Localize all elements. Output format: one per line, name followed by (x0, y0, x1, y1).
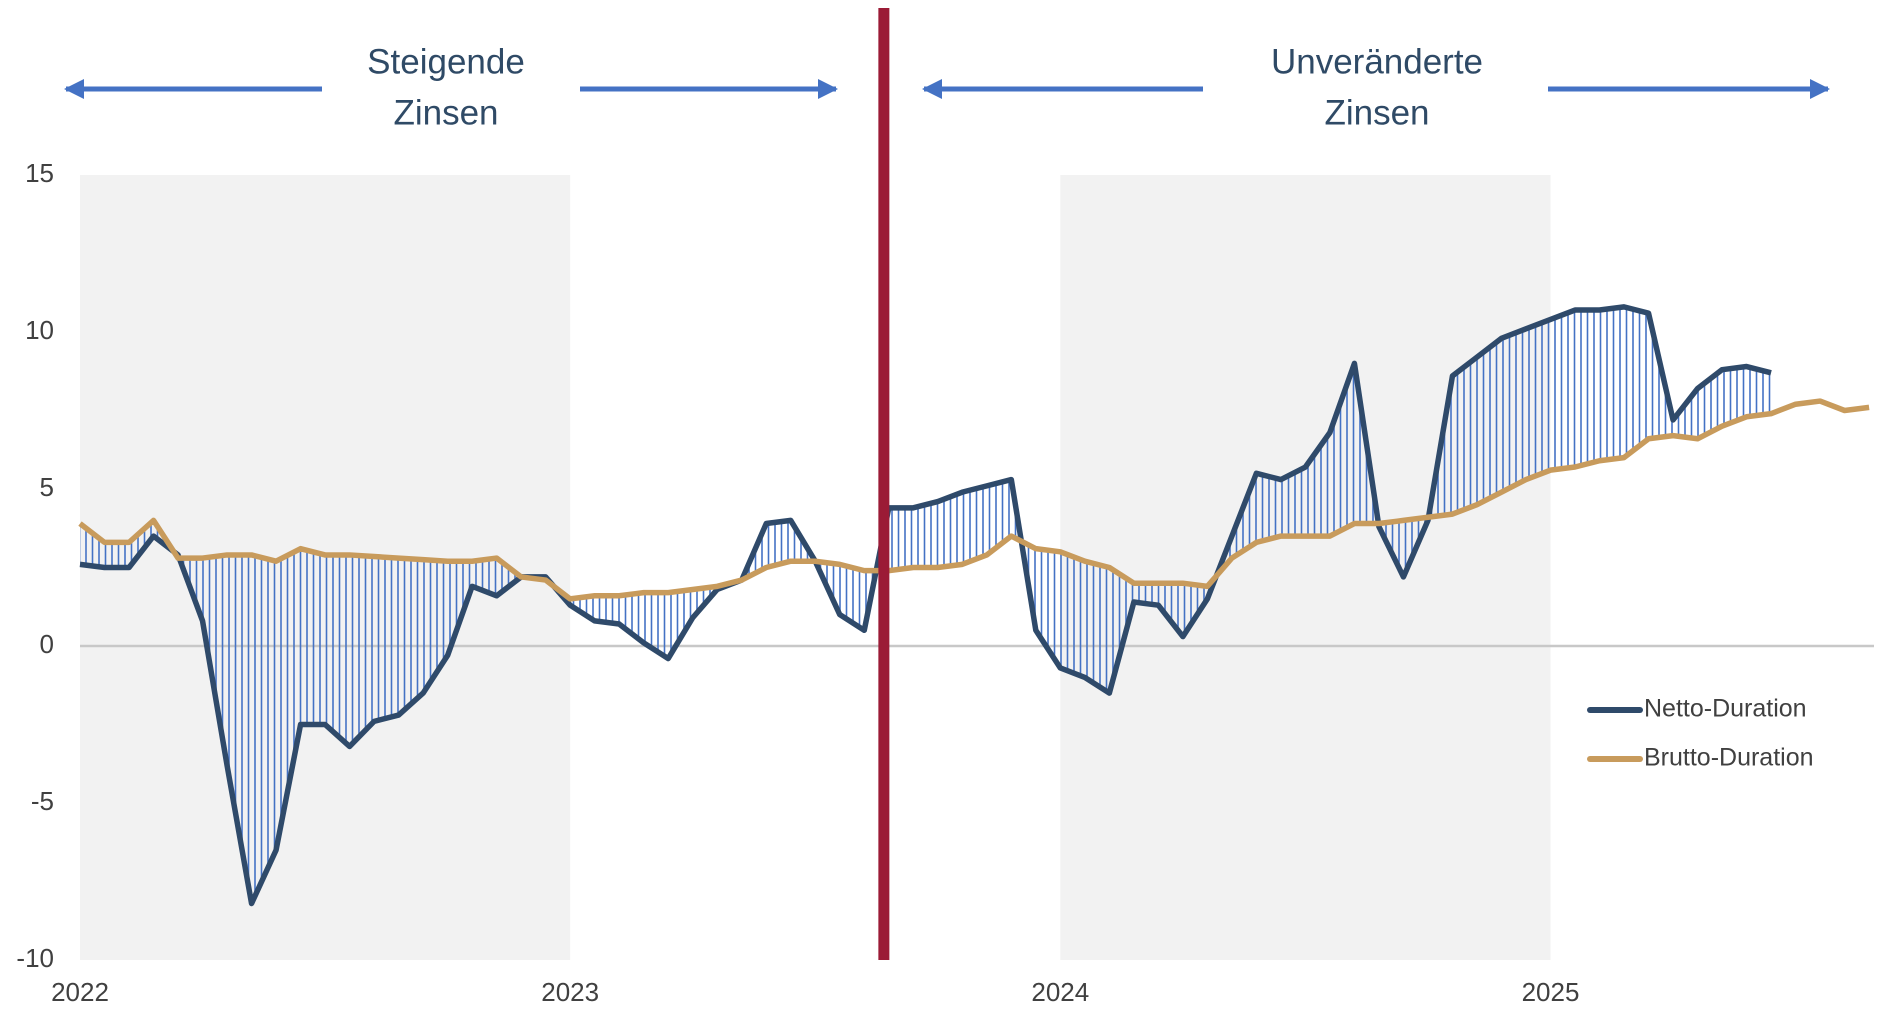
x-tick-label: 2025 (1522, 977, 1580, 1007)
shaded-span (1060, 175, 1551, 960)
annotation-text: Zinsen (1324, 93, 1429, 132)
y-tick-label: 0 (40, 629, 54, 659)
x-tick-label: 2024 (1031, 977, 1089, 1007)
annotation-text: Steigende (367, 42, 525, 81)
x-tick-label: 2023 (541, 977, 599, 1007)
y-tick-label: -10 (16, 943, 54, 973)
legend-label: Brutto-Duration (1644, 744, 1814, 772)
annotation-text: Unveränderte (1271, 42, 1483, 81)
legend-label: Netto-Duration (1644, 695, 1807, 723)
y-tick-label: 10 (25, 315, 54, 345)
series-line (78, 398, 1870, 602)
series-line (79, 304, 1772, 907)
annotation-text: Zinsen (393, 93, 498, 132)
y-tick-label: 5 (40, 472, 54, 502)
x-tick-label: 2022 (51, 977, 109, 1007)
difference-area (80, 306, 1772, 904)
y-tick-label: 15 (25, 158, 54, 188)
y-tick-label: -5 (31, 786, 54, 816)
